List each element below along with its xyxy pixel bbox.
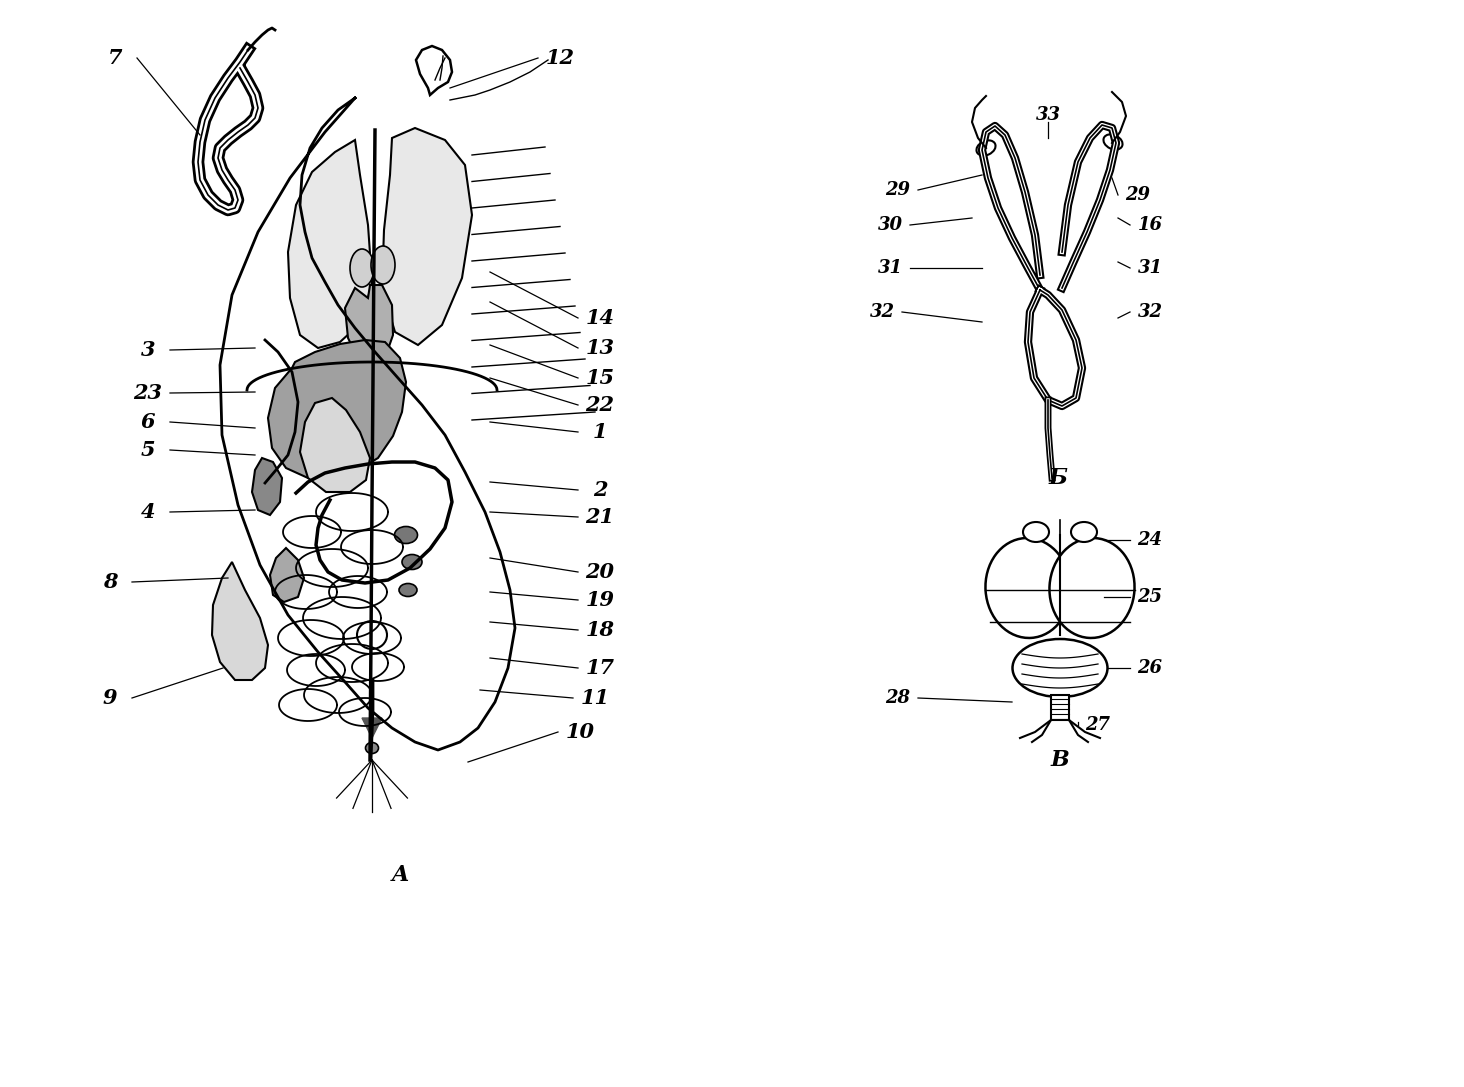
Ellipse shape [1072,522,1097,542]
Text: 29: 29 [886,182,911,199]
Ellipse shape [394,526,417,544]
Polygon shape [269,548,305,602]
Ellipse shape [370,246,395,284]
Polygon shape [346,285,392,365]
Polygon shape [362,719,382,738]
Text: 19: 19 [586,590,615,610]
Text: 10: 10 [565,722,594,742]
Ellipse shape [1050,538,1135,638]
Text: 6: 6 [141,412,155,432]
Text: 23: 23 [133,383,163,403]
Text: 9: 9 [102,688,117,708]
Text: 18: 18 [586,620,615,640]
Polygon shape [1051,695,1069,720]
Polygon shape [212,562,268,680]
Polygon shape [288,140,372,348]
Text: 20: 20 [586,562,615,582]
Ellipse shape [366,742,379,753]
Text: 31: 31 [877,259,902,277]
Polygon shape [268,340,406,478]
Text: 17: 17 [586,658,615,678]
Text: 15: 15 [586,368,615,388]
Polygon shape [382,128,471,345]
Text: 31: 31 [1138,259,1162,277]
Text: 11: 11 [581,688,609,708]
Text: 32: 32 [870,303,895,321]
Text: 24: 24 [1138,532,1162,549]
Text: 5: 5 [141,440,155,460]
Text: 32: 32 [1138,303,1162,321]
Text: 4: 4 [141,502,155,522]
Text: Б: Б [1048,467,1067,489]
Ellipse shape [976,140,996,155]
Text: A: A [391,864,408,886]
Polygon shape [300,398,370,492]
Text: 27: 27 [1085,716,1111,734]
Text: 21: 21 [586,507,615,527]
Ellipse shape [403,554,422,570]
Ellipse shape [1023,522,1050,542]
Text: 30: 30 [877,216,902,234]
Text: 25: 25 [1138,588,1162,605]
Text: 22: 22 [586,395,615,415]
Text: 29: 29 [1126,186,1151,204]
Text: 7: 7 [108,48,123,68]
Text: 12: 12 [546,48,574,68]
Ellipse shape [1104,135,1123,150]
Text: 14: 14 [586,308,615,328]
Ellipse shape [400,584,417,597]
Text: 3: 3 [141,340,155,360]
Text: 13: 13 [586,338,615,358]
Ellipse shape [985,538,1070,638]
Text: 2: 2 [593,480,608,500]
Ellipse shape [357,621,386,649]
Text: 33: 33 [1035,107,1060,124]
Polygon shape [252,458,283,515]
Text: 26: 26 [1138,659,1162,677]
Text: В: В [1051,749,1069,771]
Ellipse shape [1013,639,1107,697]
Text: 16: 16 [1138,216,1162,234]
Ellipse shape [350,249,373,287]
Text: 8: 8 [102,572,117,592]
Text: 1: 1 [593,422,608,442]
Text: 28: 28 [886,689,911,707]
